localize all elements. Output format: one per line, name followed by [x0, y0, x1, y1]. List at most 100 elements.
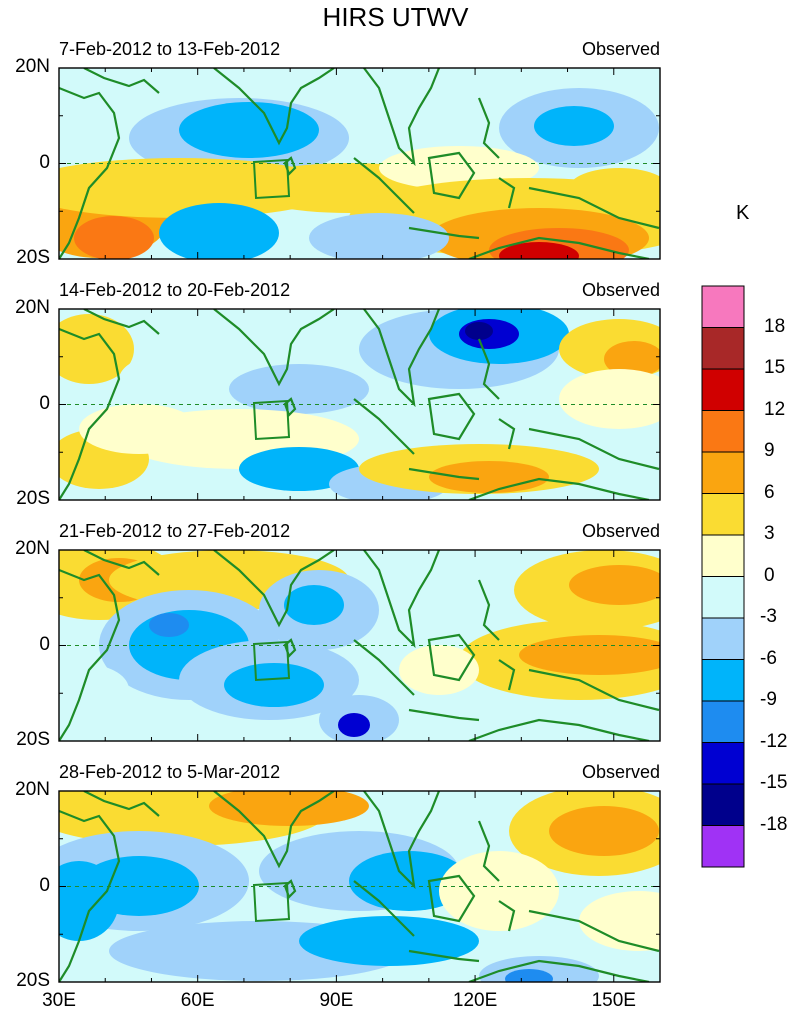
colorbar-label: -18: [760, 813, 788, 835]
colorbar-swatch: [701, 451, 745, 494]
colorbar-swatch: [701, 825, 745, 868]
coastline: [408, 708, 480, 722]
anomaly-contour: [505, 969, 553, 982]
coastline: [498, 900, 516, 932]
panel-4-date-range: 28-Feb-2012 to 5-Mar-2012: [59, 762, 281, 782]
coastline: [83, 791, 160, 817]
region-box: [252, 881, 291, 923]
colorbar-label: 15: [764, 357, 786, 378]
colorbar-swatch: [701, 659, 745, 702]
colorbar-label: 12: [764, 398, 786, 420]
coastline: [408, 949, 480, 963]
anomaly-contour: [439, 851, 559, 931]
panel-1-observed-label: Observed: [581, 39, 660, 59]
coastline: [213, 309, 335, 387]
colorbar-label: 6: [764, 481, 775, 503]
coastline: [353, 398, 415, 455]
coastline: [498, 177, 516, 209]
colorbar-swatch: [701, 327, 745, 370]
panel-3-lat-label: 20S: [16, 729, 50, 750]
coastline: [408, 467, 480, 481]
colorbar-label: 3: [764, 523, 775, 544]
anomaly-contour: [399, 645, 479, 695]
anomaly-contour: [569, 565, 660, 605]
coastline: [468, 718, 650, 741]
anomaly-contour: [499, 242, 579, 259]
coastline: [83, 68, 160, 94]
panel-4-lat-label: 0: [39, 874, 50, 896]
colorbar-label: -6: [760, 647, 777, 669]
anomaly-contour: [309, 213, 449, 259]
coastline: [59, 568, 121, 741]
coastline: [477, 338, 500, 400]
coastline: [408, 226, 480, 240]
lon-label: 30E: [42, 990, 76, 1011]
panel-1-lat-label: 20N: [15, 56, 50, 77]
coastline: [528, 186, 660, 230]
coastline: [353, 639, 415, 696]
region-box: [252, 399, 291, 441]
anomaly-contour: [465, 322, 493, 340]
coastline: [59, 327, 121, 500]
figure-title: HIRS UTWV: [322, 2, 469, 32]
panel-4-observed-label: Observed: [581, 762, 660, 782]
colorbar-swatch: [701, 368, 745, 411]
anomaly-contour: [74, 216, 154, 259]
panel-1-date-range: 7-Feb-2012 to 13-Feb-2012: [59, 39, 281, 59]
coastline: [353, 880, 415, 937]
coastline: [528, 427, 660, 471]
anomaly-contour: [79, 404, 199, 454]
anomaly-contour: [224, 663, 324, 707]
colorbar-swatch: [701, 285, 745, 328]
panel-2-lat-label: 0: [39, 392, 50, 414]
coastline: [498, 418, 516, 450]
coastline: [477, 820, 500, 882]
colorbar-label: 9: [764, 440, 775, 461]
colorbar: [701, 285, 745, 868]
panel-3-lat-label: 0: [39, 633, 50, 655]
panel-1-lat-label: 0: [39, 151, 50, 173]
colorbar-swatch: [701, 783, 745, 826]
panel-3-lat-label: 20N: [15, 538, 50, 559]
coastline: [468, 959, 650, 982]
panel-1-map: [58, 67, 661, 260]
lon-label: 150E: [591, 990, 636, 1011]
panel-4-lat-label: 20S: [16, 970, 50, 991]
colorbar-swatch: [701, 617, 745, 660]
colorbar-label: -15: [760, 772, 788, 793]
anomaly-contour: [59, 665, 129, 715]
colorbar-swatch: [701, 534, 745, 577]
coastline: [213, 550, 335, 628]
coastline: [353, 157, 415, 214]
colorbar-label: -9: [760, 689, 777, 710]
anomaly-contour: [179, 102, 319, 158]
colorbar-label: -3: [760, 606, 777, 627]
anomaly-contour: [579, 891, 660, 951]
coastline: [528, 668, 660, 712]
lon-label: 90E: [319, 990, 354, 1011]
colorbar-label: 18: [764, 315, 786, 337]
region-box: [252, 640, 291, 682]
anomaly-contour: [159, 203, 279, 259]
panel-3-date-range: 21-Feb-2012 to 27-Feb-2012: [59, 521, 291, 541]
coastline: [477, 97, 500, 159]
colorbar-swatch: [701, 742, 745, 785]
coastline: [468, 477, 650, 500]
anomaly-contour: [549, 806, 659, 856]
coastline: [59, 86, 121, 259]
colorbar-label: 0: [764, 564, 775, 586]
anomaly-contour: [284, 585, 344, 625]
lon-label: 120E: [452, 990, 498, 1011]
panel-3-map: [58, 549, 661, 742]
anomaly-contour: [569, 168, 660, 208]
panel-2-lat-label: 20S: [16, 488, 50, 509]
coastline: [427, 874, 476, 923]
colorbar-label: -12: [760, 730, 788, 752]
coastline: [213, 68, 335, 146]
coastline: [477, 579, 500, 641]
coastline: [427, 392, 476, 441]
coastline: [427, 633, 476, 682]
anomaly-contour: [209, 791, 369, 826]
lon-label: 60E: [180, 990, 215, 1011]
